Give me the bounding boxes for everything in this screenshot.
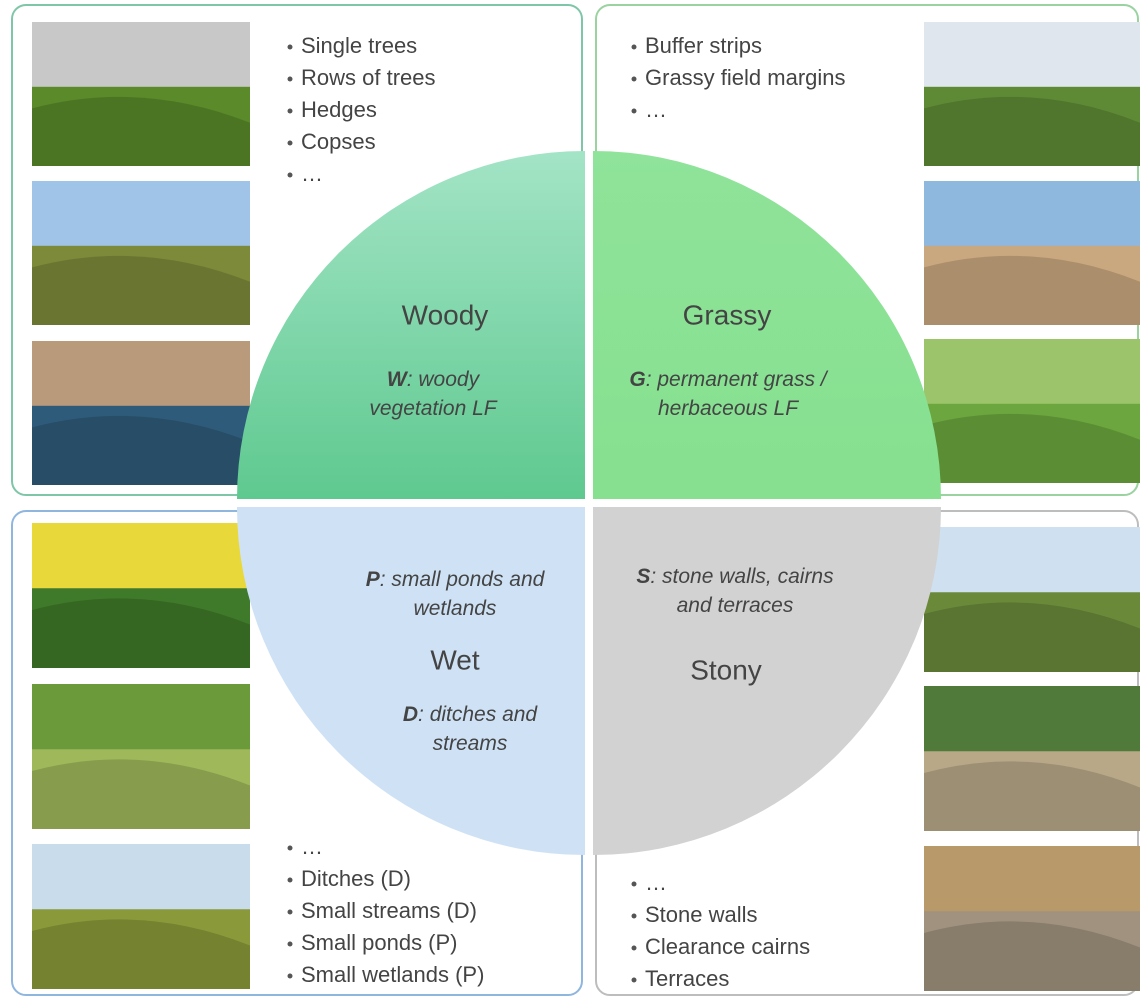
bullet-text: …: [301, 834, 323, 859]
bullet-text: Rows of trees: [301, 65, 436, 90]
bullet-text: Copses: [301, 129, 376, 154]
code-text: and terraces: [677, 594, 794, 617]
code-text: streams: [433, 732, 508, 755]
bullet-dot: [632, 77, 637, 82]
sector-label: Woody: [402, 299, 489, 330]
bullet-text: Small streams (D): [301, 898, 477, 923]
sector-label: Wet: [430, 644, 479, 675]
diagram: Single trees Rows of trees Hedges Copses … Bu…: [0, 0, 1140, 999]
photo: [32, 523, 250, 668]
bullet-text: Hedges: [301, 97, 377, 122]
bullet-text: Terraces: [645, 966, 729, 991]
bullet-dot: [632, 45, 637, 50]
code-letter: P: [366, 568, 381, 591]
bullet-dot: [288, 878, 293, 883]
code-line: W: woody: [387, 368, 481, 391]
code-text: : ditches and: [418, 703, 538, 726]
bullet-text: …: [301, 161, 323, 186]
code-line: streams: [433, 732, 508, 755]
bullet-text: Small ponds (P): [301, 930, 458, 955]
bullet-text: Stone walls: [645, 902, 758, 927]
photo: [924, 527, 1140, 672]
photo: [924, 686, 1140, 831]
code-line: wetlands: [414, 597, 497, 620]
bullet-dot: [632, 914, 637, 919]
code-text: vegetation LF: [369, 397, 497, 420]
bullet-text: Single trees: [301, 33, 417, 58]
photo: [32, 844, 250, 989]
bullet-dot: [632, 946, 637, 951]
code-text: herbaceous LF: [658, 397, 799, 420]
code-text: : small ponds and: [380, 568, 546, 591]
code-letter: W: [387, 368, 409, 391]
code-letter: S: [636, 565, 650, 588]
photo: [32, 684, 250, 829]
photo: [32, 341, 250, 485]
code-line: P: small ponds and: [366, 568, 546, 591]
bullet-dot: [288, 77, 293, 82]
photo: [924, 339, 1140, 483]
bullet-dot: [632, 882, 637, 887]
code-line: D: ditches and: [403, 703, 539, 726]
code-text: : woody: [407, 368, 481, 391]
photo: [32, 22, 250, 166]
photo: [924, 846, 1140, 991]
sector-label: Stony: [690, 654, 762, 685]
bullet-dot: [288, 45, 293, 50]
code-line: herbaceous LF: [658, 397, 799, 420]
bullet-dot: [632, 978, 637, 983]
code-text: : permanent grass /: [646, 368, 829, 391]
code-line: vegetation LF: [369, 397, 497, 420]
code-line: G: permanent grass /: [629, 368, 828, 391]
bullet-dot: [288, 109, 293, 114]
bullet-text: …: [645, 870, 667, 895]
code-letter: D: [403, 703, 418, 726]
code-text: wetlands: [414, 597, 497, 620]
bullet-dot: [632, 109, 637, 114]
photo: [32, 181, 250, 325]
code-text: : stone walls, cairns: [650, 565, 834, 588]
bullet-dot: [288, 141, 293, 146]
code-letter: G: [629, 368, 645, 391]
bullet-dot: [288, 910, 293, 915]
bullet-text: Small wetlands (P): [301, 962, 484, 987]
bullet-text: Ditches (D): [301, 866, 411, 891]
bullet-text: Clearance cairns: [645, 934, 810, 959]
bullet-text: Grassy field margins: [645, 65, 846, 90]
bullet-text: …: [645, 97, 667, 122]
bullet-dot: [288, 846, 293, 851]
bullet-dot: [288, 173, 293, 178]
bullet-dot: [288, 942, 293, 947]
bullet-text: Buffer strips: [645, 33, 762, 58]
code-line: S: stone walls, cairns: [636, 565, 834, 588]
photo: [924, 181, 1140, 325]
bullet-dot: [288, 974, 293, 979]
photo: [924, 22, 1140, 166]
code-line: and terraces: [677, 594, 794, 617]
sector-label: Grassy: [683, 299, 772, 330]
